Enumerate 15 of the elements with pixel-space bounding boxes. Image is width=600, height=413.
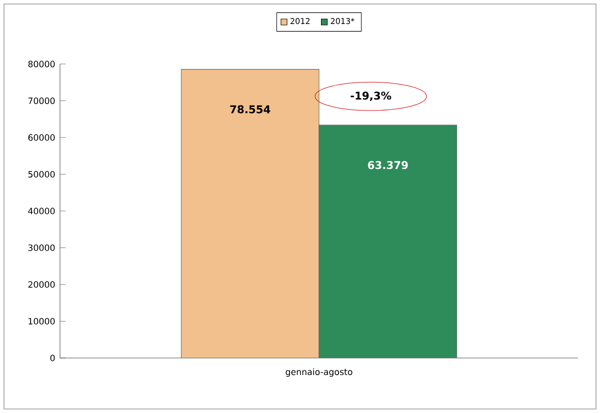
y-tick-label: 50000 [28,170,55,178]
y-tick-label: 10000 [28,318,55,325]
y-tick-label: 40000 [28,208,55,214]
y-tick-label: 60000 [28,134,55,141]
data-label: 78.554 [230,105,270,114]
y-tick-label: 70000 [28,97,55,104]
y-tick-label: 20000 [28,281,55,288]
legend-label: 2012 [290,18,310,24]
y-tick-label: 0 [50,354,55,362]
y-tick-label: 30000 [28,244,55,252]
x-tick-label: gennaio-agosto [286,368,352,377]
annotation: -19,3% [350,92,392,102]
data-label: 63.379 [368,161,408,170]
legend-label: 2013* [330,18,354,24]
y-tick-label: 80000 [28,60,55,68]
